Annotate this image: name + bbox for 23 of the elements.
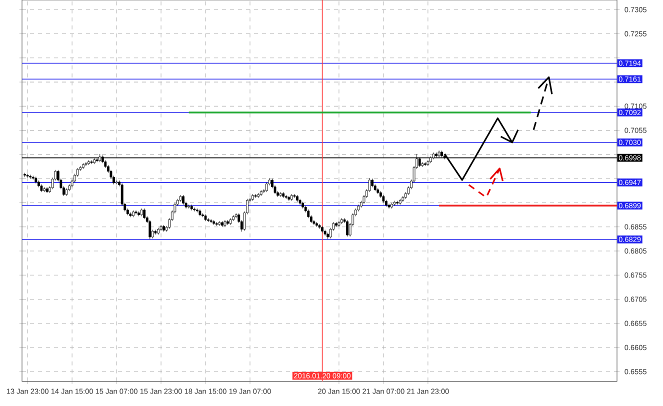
candlestick xyxy=(40,184,43,192)
candlestick xyxy=(140,208,143,216)
candlestick xyxy=(179,194,182,202)
candlestick xyxy=(298,198,302,205)
candlestick xyxy=(70,179,74,188)
candlestick xyxy=(357,204,360,212)
candlestick xyxy=(362,194,366,204)
candlestick xyxy=(338,220,340,228)
candlestick xyxy=(388,203,390,209)
candlestick xyxy=(198,209,202,216)
candlestick xyxy=(324,230,326,236)
candlestick xyxy=(318,224,321,230)
candlestick xyxy=(204,214,207,222)
candlestick xyxy=(224,220,226,228)
candlestick xyxy=(115,180,118,185)
candlestick xyxy=(229,218,232,226)
candlestick xyxy=(84,162,88,166)
candlestick xyxy=(312,220,316,226)
candlestick xyxy=(160,224,162,231)
candlestick xyxy=(65,188,68,196)
candlestick xyxy=(382,194,385,203)
candlestick xyxy=(426,160,430,166)
candlestick xyxy=(46,187,48,194)
